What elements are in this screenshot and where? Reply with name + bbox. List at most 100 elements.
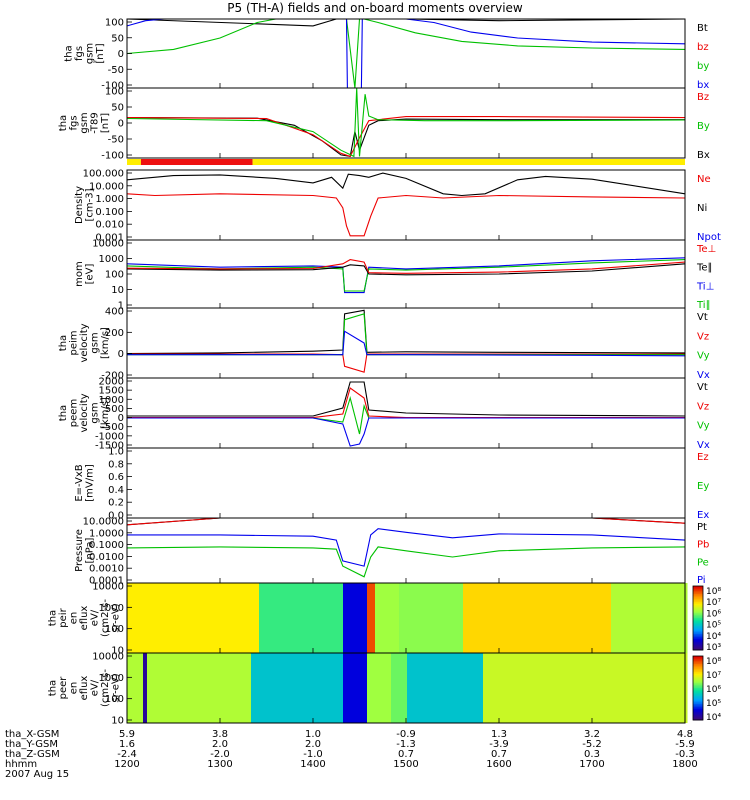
colorbar-label: 10⁷ xyxy=(706,671,721,681)
y-tick-label: 0.100 xyxy=(95,207,124,218)
y-axis-title-line: -T89 xyxy=(90,112,101,134)
ephemeris-value: 2.0 xyxy=(212,739,228,750)
series-line-fgs-by xyxy=(126,18,686,89)
spectrogram-column xyxy=(495,653,500,723)
colorbar-cell xyxy=(693,705,703,708)
ephemeris-value: 2.0 xyxy=(305,739,321,750)
spectrogram-column xyxy=(135,583,140,653)
spectrogram-column xyxy=(479,653,484,723)
y-axis-title-line: eflux xyxy=(79,676,90,701)
legend-peim-Vz: Vz xyxy=(697,331,709,342)
spectrogram-column xyxy=(383,653,388,723)
y-axis-title-line: [mV/m] xyxy=(84,464,95,502)
spectrogram-column xyxy=(403,653,408,723)
colorbar-label: 10⁶ xyxy=(706,685,721,695)
y-axis-title: thapeemvelocitygsm[km/s] xyxy=(58,393,111,432)
legend-pressure-Pe: Pe xyxy=(697,557,709,568)
spectrogram-column xyxy=(151,653,156,723)
ephemeris-value: -0.9 xyxy=(396,729,416,740)
colorbar-cell xyxy=(693,700,703,703)
colorbar-cell xyxy=(693,646,703,649)
colorbar-cell xyxy=(693,640,703,643)
y-tick-label: 100 xyxy=(105,624,124,635)
legend-fgs-by: by xyxy=(697,61,709,72)
spectrogram-column xyxy=(215,653,220,723)
ephemeris-value: 0.7 xyxy=(398,749,414,760)
series-line-temp-Te⊥ xyxy=(126,259,686,274)
spectrogram-column xyxy=(299,583,304,653)
spectrogram-column xyxy=(471,653,476,723)
legend-peim-Vt: Vt xyxy=(697,312,708,323)
y-axis-title-line: peem xyxy=(69,399,80,427)
spectrogram-column xyxy=(263,653,268,723)
spectrogram-column xyxy=(531,583,536,653)
y-axis-title-line: [km/s] xyxy=(100,327,111,359)
ephemeris-value: 1400 xyxy=(300,759,325,770)
spectrogram-column xyxy=(615,583,620,653)
y-axis-title: Density[cm-3] xyxy=(74,186,96,224)
spectrogram-column xyxy=(427,583,432,653)
colorbar-cell xyxy=(693,598,703,601)
colorbar-cell xyxy=(693,689,703,692)
spectrogram-column xyxy=(319,583,324,653)
series-line-peim-Vy xyxy=(127,313,685,356)
ephemeris-value: -1.3 xyxy=(396,739,416,750)
spectrogram-column xyxy=(171,653,176,723)
y-tick-label: 0 xyxy=(118,49,124,60)
y-axis-title-line: sr-eV) xyxy=(111,603,122,632)
ephemeris-value: 1300 xyxy=(207,759,232,770)
y-tick-label: 1 xyxy=(118,301,124,312)
colorbar-cell xyxy=(693,673,703,676)
colorbar-cell xyxy=(693,696,703,699)
spectrogram-column xyxy=(183,653,188,723)
spectrogram-column xyxy=(247,583,252,653)
spectrogram-column xyxy=(171,583,176,653)
spectrogram-column xyxy=(287,653,292,723)
spectrogram-column xyxy=(603,583,608,653)
spectrogram-column xyxy=(407,653,412,723)
spectrogram-column xyxy=(391,653,396,723)
spectrogram-column xyxy=(291,653,296,723)
spectrogram-column xyxy=(155,653,160,723)
spectrogram-column xyxy=(199,583,204,653)
colorbar-cell xyxy=(693,637,703,640)
colorbar-label: 10⁵ xyxy=(706,699,721,709)
spectrogram-column xyxy=(599,583,604,653)
panel-exb: 1.00.8 0.6 0.4 0.2 0.0 E=-VxB[mV/m] Ez Ey Ex xyxy=(74,447,710,522)
spectrogram-column xyxy=(275,653,280,723)
panel-peir: 10⁸10⁷10⁶10⁵10⁴10³10000100010010thapeire… xyxy=(48,582,722,657)
spectrogram-column xyxy=(263,583,268,653)
spectrogram-column xyxy=(303,653,308,723)
spectrogram-column xyxy=(639,583,644,653)
y-axis-title-line: Density xyxy=(74,186,85,224)
spectrogram-column xyxy=(163,583,168,653)
mode-bar-segment-2 xyxy=(252,159,686,165)
colorbar-cell xyxy=(693,610,703,613)
y-tick-label: 1000 xyxy=(99,673,124,684)
spectrogram-column xyxy=(479,583,484,653)
y-tick-label: 100.000 xyxy=(83,169,124,180)
colorbar-cell xyxy=(693,672,703,675)
spectrogram-column xyxy=(651,653,656,723)
spectrogram-column xyxy=(539,653,544,723)
legend-exb-Ex: Ex xyxy=(697,510,709,521)
spectrogram-column xyxy=(587,653,592,723)
spectrogram-column xyxy=(571,653,576,723)
spectrogram-column xyxy=(555,583,560,653)
colorbar-label: 10³ xyxy=(706,643,721,653)
spectrogram-column xyxy=(139,583,144,653)
spectrogram-column xyxy=(143,583,148,653)
colorbar-cell xyxy=(693,634,703,637)
spectrogram-column xyxy=(615,653,620,723)
spectrogram-column xyxy=(327,653,332,723)
spectrogram-column xyxy=(295,583,300,653)
spectrogram-column xyxy=(579,653,584,723)
spectrogram-column xyxy=(647,653,652,723)
y-tick-label: 0.0010 xyxy=(89,564,124,575)
spectrogram-column xyxy=(663,583,668,653)
spectrogram-column xyxy=(583,583,588,653)
spectrogram-column xyxy=(623,653,628,723)
series-line-peem-Vt xyxy=(127,381,686,417)
spectrogram-column xyxy=(415,583,420,653)
